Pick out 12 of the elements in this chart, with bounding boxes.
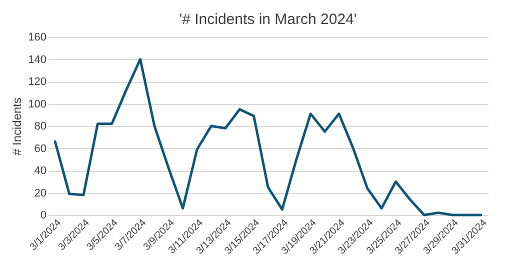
chart-title: '# Incidents in March 2024' [179, 11, 357, 28]
y-axis-title: # Incidents [10, 97, 24, 156]
y-tick-label: 60 [34, 142, 46, 155]
y-tick-label: 80 [34, 120, 46, 132]
y-tick-label: 100 [28, 98, 46, 110]
y-tick-label: 160 [28, 32, 46, 44]
line-series [54, 58, 482, 216]
y-tick-label: 40 [34, 165, 46, 177]
y-tick-label: 0 [40, 210, 46, 222]
y-tick-label: 140 [28, 54, 46, 66]
y-tick-label: 20 [34, 187, 46, 200]
y-tick-label: 120 [28, 76, 46, 88]
